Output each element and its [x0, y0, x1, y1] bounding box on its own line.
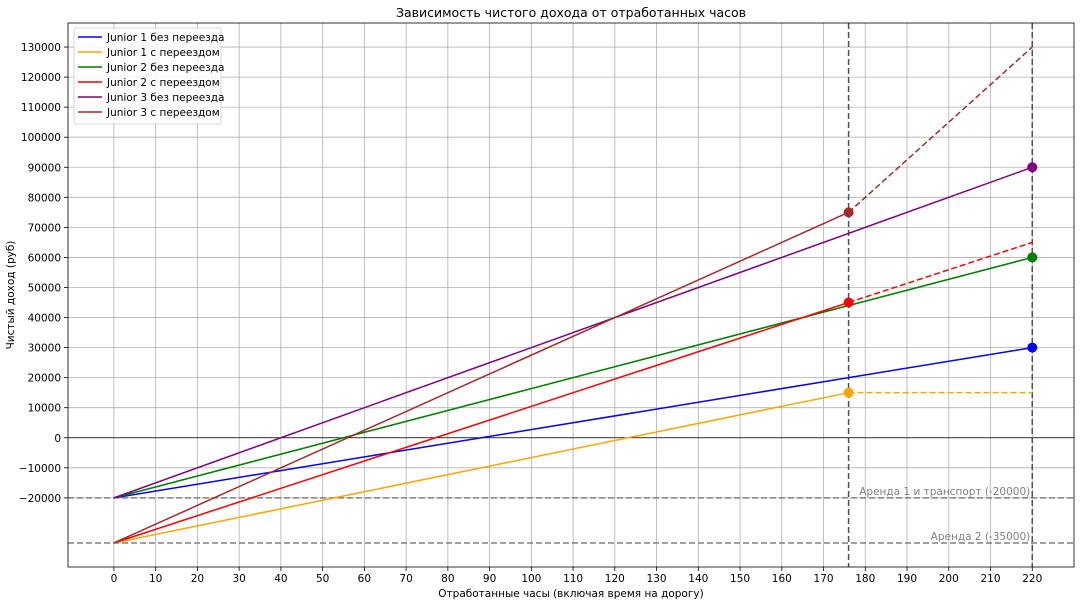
y-tick-label: 130000 [21, 42, 61, 54]
y-tick-label: 0 [54, 433, 61, 445]
x-tick-label: 180 [855, 573, 875, 585]
series-marker [1027, 342, 1038, 353]
chart-title: Зависимость чистого дохода от отработанн… [396, 5, 746, 20]
x-tick-label: 140 [688, 573, 708, 585]
x-tick-label: 130 [647, 573, 667, 585]
series-marker [1027, 252, 1038, 263]
reference-line-label: Аренда 2 (-35000) [931, 531, 1031, 543]
plot-frame [67, 22, 1075, 568]
x-tick-label: 160 [772, 573, 792, 585]
legend-label: Junior 2 с переездом [106, 77, 220, 89]
x-tick-label: 170 [814, 573, 834, 585]
x-tick-label: 20 [191, 573, 204, 585]
x-tick-label: 120 [605, 573, 625, 585]
x-axis-title: Отработанные часы (включая время на доро… [438, 588, 703, 600]
series-line [113, 301, 849, 544]
legend-label: Junior 2 без переезда [106, 62, 224, 74]
plot-area: Аренда 1 и транспорт (-20000) Аренда 2 (-… [19, 22, 1075, 585]
legend-label: Junior 1 без переезда [106, 32, 224, 44]
y-tick-label: 110000 [21, 102, 61, 114]
y-tick-label: 100000 [21, 132, 61, 144]
series-marker [843, 207, 854, 218]
x-tick-label: 190 [897, 573, 917, 585]
y-tick-label: 30000 [28, 343, 61, 355]
y-tick-label: 20000 [28, 373, 61, 385]
y-tick-label: 80000 [28, 192, 61, 204]
x-tick-label: 60 [358, 573, 371, 585]
y-tick-label: 10000 [28, 403, 61, 415]
x-tick-label: 10 [149, 573, 162, 585]
legend-box [73, 27, 222, 125]
x-tick-label: 100 [521, 573, 541, 585]
x-tick-label: 30 [232, 573, 245, 585]
series-marker [843, 387, 854, 398]
series-line [113, 166, 1033, 499]
y-tick-label: 120000 [21, 72, 61, 84]
x-tick-label: 50 [316, 573, 329, 585]
x-tick-label: 210 [980, 573, 1000, 585]
series-line [113, 256, 1033, 499]
legend: Junior 1 без переезда Junior 1 с переездо… [73, 27, 224, 125]
y-tick-label: 70000 [28, 222, 61, 234]
x-tick-label: 90 [483, 573, 496, 585]
x-tick-label: 150 [730, 573, 750, 585]
y-tick-label: −20000 [19, 493, 61, 505]
x-tick-label: 110 [563, 573, 583, 585]
series-line-dashed [848, 46, 1033, 213]
y-tick-label: −10000 [19, 463, 61, 475]
y-tick-label: 90000 [28, 162, 61, 174]
series-line [113, 391, 849, 544]
series-marker [843, 297, 854, 308]
legend-label: Junior 3 без переезда [106, 92, 224, 104]
legend-label: Junior 3 с переездом [106, 107, 220, 119]
y-tick-label: 60000 [28, 252, 61, 264]
plot-background [68, 23, 1074, 567]
x-tick-label: 0 [111, 573, 118, 585]
series-line [113, 346, 1033, 499]
y-tick-label: 50000 [28, 282, 61, 294]
x-tick-label: 200 [939, 573, 959, 585]
x-tick-label: 80 [441, 573, 454, 585]
series-marker [1027, 162, 1038, 173]
y-tick-label: 40000 [28, 313, 61, 325]
legend-label: Junior 1 с переездом [106, 47, 220, 59]
x-tick-label: 40 [274, 573, 287, 585]
series-line [113, 211, 849, 544]
x-tick-label: 220 [1022, 573, 1042, 585]
y-axis-title: Чистый доход (руб) [5, 241, 17, 350]
reference-line-label: Аренда 1 и транспорт (-20000) [859, 486, 1030, 498]
x-tick-label: 70 [399, 573, 412, 585]
series-line-dashed [848, 241, 1033, 304]
